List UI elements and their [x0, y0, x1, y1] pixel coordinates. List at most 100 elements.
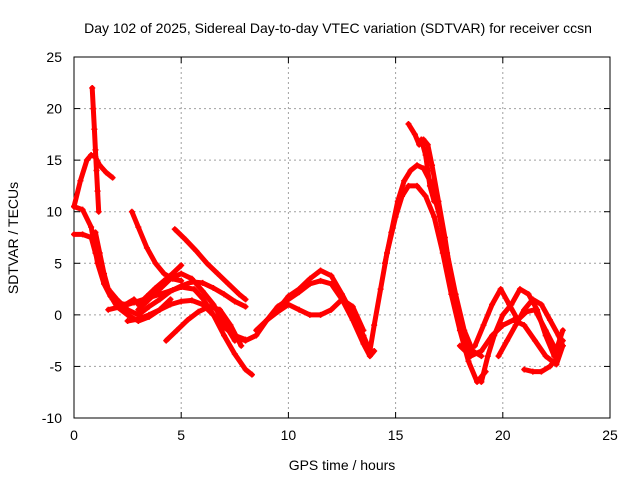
y-tick-label: 0 — [54, 307, 62, 323]
data-point — [521, 366, 528, 373]
data-point — [285, 293, 292, 300]
ticks: 0 5 10 15 20 25 -10 -5 0 5 10 15 20 25 — [42, 49, 618, 443]
data-point — [253, 332, 260, 339]
data-point — [143, 293, 150, 300]
data-point — [94, 188, 101, 195]
data-point — [93, 167, 100, 174]
data-point — [495, 353, 502, 360]
series-spike-2 — [418, 136, 438, 205]
data-point — [199, 288, 206, 295]
y-axis-label: SDTVAR / TECUs — [5, 182, 21, 294]
y-tick-label: -10 — [42, 410, 62, 426]
data-point — [105, 306, 112, 313]
y-tick-label: 20 — [46, 101, 62, 117]
data-point — [424, 141, 431, 148]
data-point — [508, 301, 515, 308]
data-point — [478, 378, 485, 385]
data-point — [521, 322, 528, 329]
data-point — [478, 347, 485, 354]
data-point — [248, 371, 255, 378]
series-spike-1 — [89, 84, 102, 215]
data-point — [360, 327, 367, 334]
data-point — [546, 317, 553, 324]
data-point — [90, 105, 97, 112]
data-point — [236, 291, 243, 298]
data-point — [221, 291, 228, 298]
data-point — [555, 332, 562, 339]
data-point — [381, 260, 388, 267]
data-point — [206, 303, 213, 310]
data-point — [161, 270, 168, 277]
data-point — [306, 311, 313, 318]
series-track-2 — [71, 203, 138, 308]
y-tick-label: -5 — [50, 358, 63, 374]
data-point — [491, 332, 498, 339]
data-point — [538, 301, 545, 308]
data-point — [92, 229, 99, 236]
data-point — [478, 353, 485, 360]
x-tick-label: 15 — [388, 427, 404, 443]
data-point — [188, 275, 195, 282]
series-track-11 — [171, 226, 249, 303]
data-point — [414, 182, 421, 189]
data-point — [167, 296, 174, 303]
data-point — [163, 337, 170, 344]
plot-frame — [73, 56, 611, 419]
series-track-20 — [478, 286, 566, 385]
data-point — [306, 275, 313, 282]
data-point — [480, 322, 487, 329]
data-point — [88, 224, 95, 231]
data-point — [83, 157, 90, 164]
data-point — [366, 353, 373, 360]
data-point — [461, 337, 468, 344]
data-point — [405, 121, 412, 128]
y-tick-label: 10 — [46, 204, 62, 220]
data-point — [242, 337, 249, 344]
data-point — [542, 353, 549, 360]
data-point — [525, 291, 532, 298]
data-point — [242, 303, 249, 310]
data-point — [188, 297, 195, 304]
x-tick-label: 20 — [495, 427, 511, 443]
data-point — [429, 162, 436, 169]
data-point — [184, 317, 191, 324]
data-point — [171, 226, 178, 233]
data-point — [79, 206, 86, 213]
data-point — [448, 275, 455, 282]
x-tick-label: 0 — [70, 427, 78, 443]
data-point — [360, 332, 367, 339]
chart-title: Day 102 of 2025, Sidereal Day-to-day VTE… — [84, 20, 592, 36]
data-point — [77, 177, 84, 184]
data-point — [414, 162, 421, 169]
data-point — [317, 311, 324, 318]
data-point — [349, 303, 356, 310]
data-point — [238, 342, 245, 349]
data-point — [199, 301, 206, 308]
series-track-14 — [263, 296, 367, 334]
data-point — [199, 295, 206, 302]
data-point — [178, 270, 185, 277]
data-point — [88, 234, 95, 241]
data-point — [296, 306, 303, 313]
data-point — [467, 353, 474, 360]
data-point — [559, 327, 566, 334]
data-point — [489, 301, 496, 308]
data-point — [388, 229, 395, 236]
data-point — [195, 308, 202, 315]
data-point — [135, 224, 142, 231]
data-point — [216, 306, 223, 313]
series-line — [135, 271, 238, 344]
data-point — [418, 136, 425, 143]
series-track-9 — [135, 262, 185, 308]
data-point — [499, 311, 506, 318]
data-point — [424, 167, 431, 174]
y-tick-label: 15 — [46, 152, 62, 168]
data-point — [317, 267, 324, 274]
data-point — [91, 126, 98, 133]
data-point — [214, 270, 221, 277]
data-point — [529, 368, 536, 375]
series-track-22 — [521, 353, 562, 375]
data-point — [377, 286, 384, 293]
data-point — [152, 285, 159, 292]
data-point — [169, 287, 176, 294]
